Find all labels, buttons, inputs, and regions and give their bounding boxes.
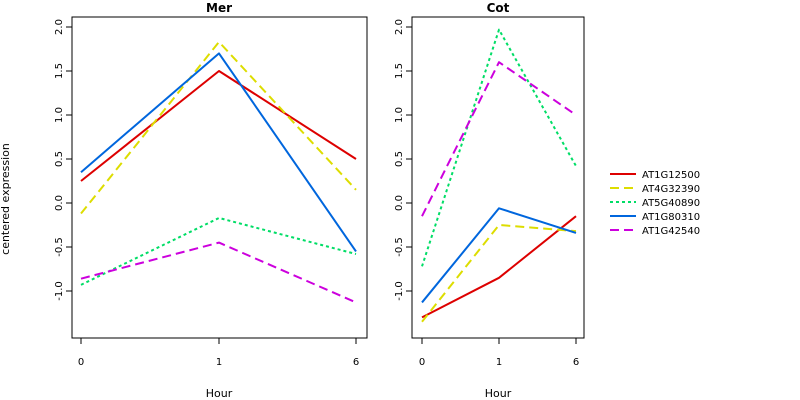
series-line-cot-at5g40890 (421, 28, 577, 267)
y-tick-label-mer-5: 1.5 (54, 63, 65, 79)
series-line-mer-at1g42540 (80, 241, 357, 304)
y-tick-label-cot-3: 0.5 (394, 151, 405, 167)
series-group-mer (80, 40, 357, 304)
y-tick-label-mer-2: 0.0 (54, 195, 65, 211)
series-group-cot (421, 28, 577, 323)
series-line-cot-at1g12500 (421, 215, 577, 319)
plot-frame-mer (71, 16, 368, 339)
panel-mer: Mer Hour -1.0 -0.5 0.0 0.5 1.0 1.5 2.0 0 1 6 (54, 1, 368, 400)
y-axis-cot: -1.0 -0.5 0.0 0.5 1.0 1.5 2.0 (394, 19, 412, 301)
plot-frame-cot (411, 16, 585, 339)
y-tick-label-cot-0: -1.0 (394, 281, 405, 301)
y-tick-label-cot-5: 1.5 (394, 63, 405, 79)
y-tick-label-mer-0: -1.0 (54, 281, 65, 301)
y-tick-label-mer-1: -0.5 (54, 237, 65, 257)
y-tick-label-mer-3: 0.5 (54, 151, 65, 167)
y-tick-label-cot-2: 0.0 (394, 195, 405, 211)
y-axis-mer: -1.0 -0.5 0.0 0.5 1.0 1.5 2.0 (54, 19, 72, 301)
series-line-cot-at1g42540 (421, 61, 577, 217)
legend-label-at1g42540: AT1G42540 (642, 226, 700, 237)
x-axis-label-cot: Hour (485, 387, 512, 400)
x-axis-cot: 0 1 6 (419, 338, 579, 368)
series-line-cot-at4g32390 (421, 224, 577, 323)
x-axis-mer: 0 1 6 (78, 338, 359, 368)
x-tick-label-mer-1: 1 (216, 357, 222, 368)
legend: AT1G12500 AT4G32390 AT5G40890 AT1G80310 AT1G… (610, 170, 700, 237)
x-tick-label-cot-0: 0 (419, 357, 425, 368)
panel-title-mer: Mer (206, 1, 232, 15)
series-line-cot-at1g80310 (421, 207, 577, 304)
x-tick-label-mer-2: 6 (353, 357, 359, 368)
y-tick-label-mer-6: 2.0 (54, 19, 65, 35)
legend-label-at5g40890: AT5G40890 (642, 198, 700, 209)
y-tick-label-mer-4: 1.0 (54, 107, 65, 123)
x-tick-label-cot-2: 6 (573, 357, 579, 368)
panel-title-cot: Cot (487, 1, 510, 15)
series-line-mer-at1g80310 (80, 52, 357, 252)
x-tick-label-mer-0: 0 (78, 357, 84, 368)
legend-label-at1g80310: AT1G80310 (642, 212, 700, 223)
y-tick-label-cot-1: -0.5 (394, 237, 405, 257)
panel-cot: Cot Hour -1.0 -0.5 0.0 0.5 1.0 1.5 2.0 0 1 6 (394, 1, 585, 400)
x-tick-label-cot-1: 1 (496, 357, 502, 368)
legend-label-at1g12500: AT1G12500 (642, 170, 700, 181)
x-axis-label-mer: Hour (206, 387, 233, 400)
series-line-mer-at5g40890 (80, 216, 357, 286)
series-line-mer-at1g12500 (80, 70, 357, 182)
legend-label-at4g32390: AT4G32390 (642, 184, 700, 195)
y-axis-label: centered expression (0, 143, 12, 255)
series-line-mer-at4g32390 (80, 40, 357, 215)
y-tick-label-cot-6: 2.0 (394, 19, 405, 35)
y-tick-label-cot-4: 1.0 (394, 107, 405, 123)
